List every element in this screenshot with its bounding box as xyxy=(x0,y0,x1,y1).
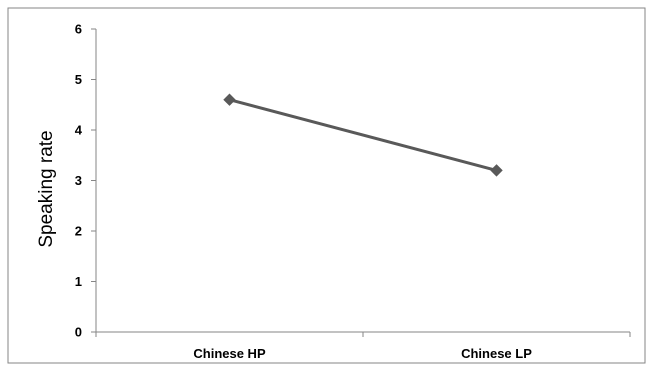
chart-frame xyxy=(7,7,646,364)
y-tick-label: 0 xyxy=(75,325,82,340)
data-point-marker xyxy=(490,164,503,177)
y-tick-label: 2 xyxy=(75,224,82,239)
x-tick-label: Chinese LP xyxy=(461,346,532,361)
y-tick-label: 5 xyxy=(75,72,82,87)
series-line xyxy=(229,98,497,172)
series-layer xyxy=(223,93,503,177)
y-tick-label: 6 xyxy=(75,22,82,37)
data-point-marker xyxy=(223,93,236,106)
y-axis: 0 1 2 3 4 5 6 xyxy=(75,22,97,340)
y-tick-label: 1 xyxy=(75,274,82,289)
y-tick-label: 4 xyxy=(75,123,83,138)
x-tick-label: Chinese HP xyxy=(193,346,266,361)
y-axis-label: Speaking rate xyxy=(36,130,57,247)
x-axis: Chinese HP Chinese LP xyxy=(95,331,631,361)
y-tick-label: 3 xyxy=(75,173,82,188)
